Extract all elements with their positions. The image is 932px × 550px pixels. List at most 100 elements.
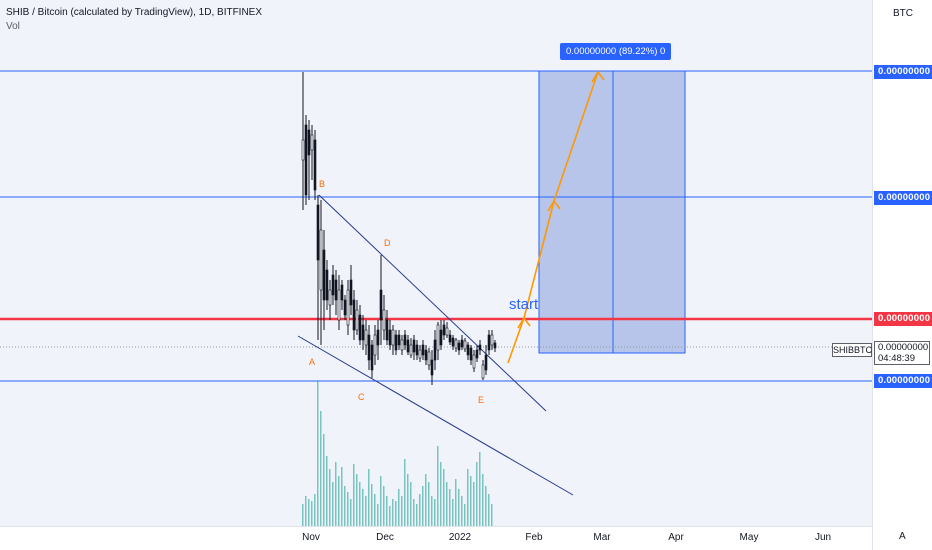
volume-bar <box>452 499 454 526</box>
projection-arrow-path <box>507 71 599 364</box>
candle-body <box>352 299 356 331</box>
auto-scale-button[interactable]: A <box>899 531 906 542</box>
candle-body <box>328 289 332 306</box>
candle-body <box>322 249 326 301</box>
symbol-title: SHIB / Bitcoin (calculated by TradingVie… <box>6 7 263 18</box>
price-axis[interactable] <box>872 0 932 550</box>
start-annotation: start <box>509 296 539 313</box>
volume-bar <box>398 489 400 526</box>
candle-body <box>433 339 437 361</box>
candle-body <box>466 344 470 356</box>
volume-bar <box>305 496 307 526</box>
current-price-box: 0.00000000 04:48:39 <box>874 341 930 365</box>
volume-bar <box>377 504 379 526</box>
x-tick-2022: 2022 <box>448 532 472 543</box>
volume-bar <box>392 499 394 526</box>
candle-body <box>376 329 380 346</box>
candle-body <box>469 347 473 361</box>
candle-body <box>379 289 383 321</box>
candle-body <box>490 334 494 346</box>
candle-body <box>427 351 431 366</box>
candle-body <box>307 129 311 156</box>
candle-body <box>340 284 344 301</box>
volume-bar <box>458 489 460 526</box>
volume-bar <box>413 499 415 526</box>
volume-bar <box>353 464 355 526</box>
volume-bar <box>311 501 313 526</box>
candle-body <box>394 334 398 351</box>
candle-body <box>484 354 488 371</box>
candle-body <box>442 324 446 336</box>
candle-body <box>358 314 362 341</box>
volume-bar <box>335 462 337 526</box>
x-tick-dec: Dec <box>376 532 394 543</box>
volume-bar <box>422 486 424 526</box>
x-tick-apr: Apr <box>668 532 684 543</box>
volume-bar <box>341 467 343 526</box>
volume-bar <box>455 479 457 526</box>
volume-bar <box>332 482 334 526</box>
candle-body <box>304 124 308 196</box>
time-axis[interactable] <box>0 526 872 550</box>
candle-body <box>388 329 392 346</box>
candle-body <box>346 289 350 326</box>
wave-label-e: E <box>478 395 485 405</box>
price-tag-mid-resistance: 0.00000000 <box>874 191 932 205</box>
candle-body <box>493 342 497 349</box>
volume-bar <box>425 474 427 526</box>
projection-arrowhead <box>591 70 605 83</box>
candle-body <box>370 344 374 371</box>
volume-bar <box>437 446 439 526</box>
volume-bar <box>434 499 436 526</box>
target-measure-label: 0.00000000 (89.22%) 0 <box>560 43 672 60</box>
volume-bar <box>449 489 451 526</box>
volume-bar <box>419 494 421 526</box>
volume-bar <box>350 499 352 526</box>
candle-body <box>319 229 323 291</box>
volume-bar <box>338 476 340 526</box>
candle-body <box>478 344 482 351</box>
candle-body <box>415 344 419 356</box>
candle-body <box>334 279 338 301</box>
volume-bar <box>386 496 388 526</box>
candle-body <box>343 299 347 316</box>
volume-bar <box>479 452 481 526</box>
candle-body <box>439 329 443 346</box>
upper-trendline <box>318 194 547 412</box>
volume-bar <box>359 482 361 526</box>
current-symbol-tag: SHIBBTC <box>832 343 873 357</box>
candle-body <box>448 334 452 343</box>
x-tick-feb: Feb <box>525 532 543 543</box>
candle-body <box>313 139 317 191</box>
candle-body <box>364 329 368 346</box>
volume-legend: Vol <box>6 21 20 32</box>
candle-body <box>436 324 440 351</box>
volume-bar <box>347 492 349 526</box>
candle-body <box>316 204 320 261</box>
volume-bar <box>329 469 331 526</box>
candle-body <box>382 309 386 331</box>
chart-plot-area[interactable] <box>0 0 872 526</box>
x-tick-nov: Nov <box>302 532 320 543</box>
volume-bar <box>314 494 316 526</box>
volume-bar <box>410 482 412 526</box>
wave-label-a: A <box>309 357 316 367</box>
candle-body <box>337 289 341 321</box>
volume-bar <box>380 476 382 526</box>
candle-body <box>418 349 422 359</box>
candle-body <box>409 344 413 356</box>
x-tick-jun: Jun <box>814 532 832 543</box>
candle-body <box>331 274 335 296</box>
volume-bar <box>362 489 364 526</box>
volume-bar <box>476 462 478 526</box>
volume-bar <box>383 486 385 526</box>
volume-bar <box>395 501 397 526</box>
x-tick-mar: Mar <box>593 532 611 543</box>
volume-bar <box>464 504 466 526</box>
price-tag-red-resistance: 0.00000000 <box>874 312 932 326</box>
candle-body <box>475 349 479 359</box>
candle-body <box>421 344 425 356</box>
candle-body <box>397 334 401 346</box>
volume-bar <box>308 499 310 526</box>
wave-label-c: C <box>358 392 365 402</box>
